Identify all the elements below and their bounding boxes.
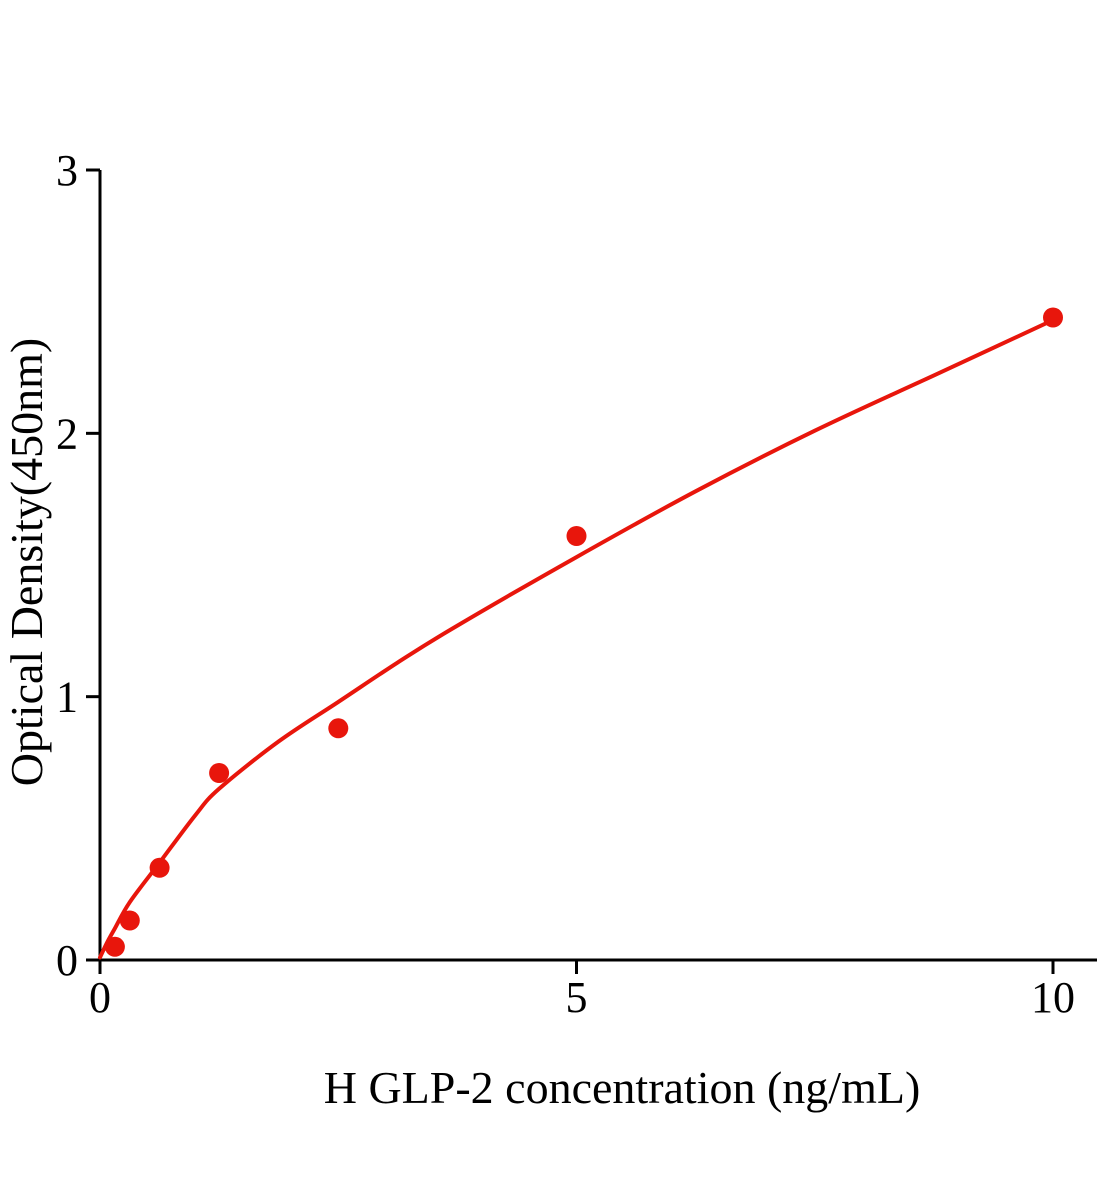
data-point [566,526,587,546]
y-tick-label: 2 [56,409,78,458]
data-point [328,718,349,739]
y-tick-label: 1 [56,673,78,722]
data-point [104,936,125,957]
plot-layer: 0 5 10 0 1 2 3 [56,146,1097,1022]
data-point [1043,307,1063,328]
y-axis-label: Optical Density(450nm) [1,338,52,786]
x-tick-label: 0 [89,973,111,1022]
data-point [209,763,230,783]
axes-spines [98,170,1097,962]
x-tick-label: 5 [566,973,588,1022]
x-axis-label: H GLP-2 concentration (ng/mL) [324,1062,921,1113]
data-point [149,857,170,878]
data-point [119,910,140,931]
fit-curve [98,318,1055,960]
x-tick-label: 10 [1031,973,1075,1022]
y-tick-label: 3 [56,146,78,195]
y-tick-label: 0 [56,936,78,985]
